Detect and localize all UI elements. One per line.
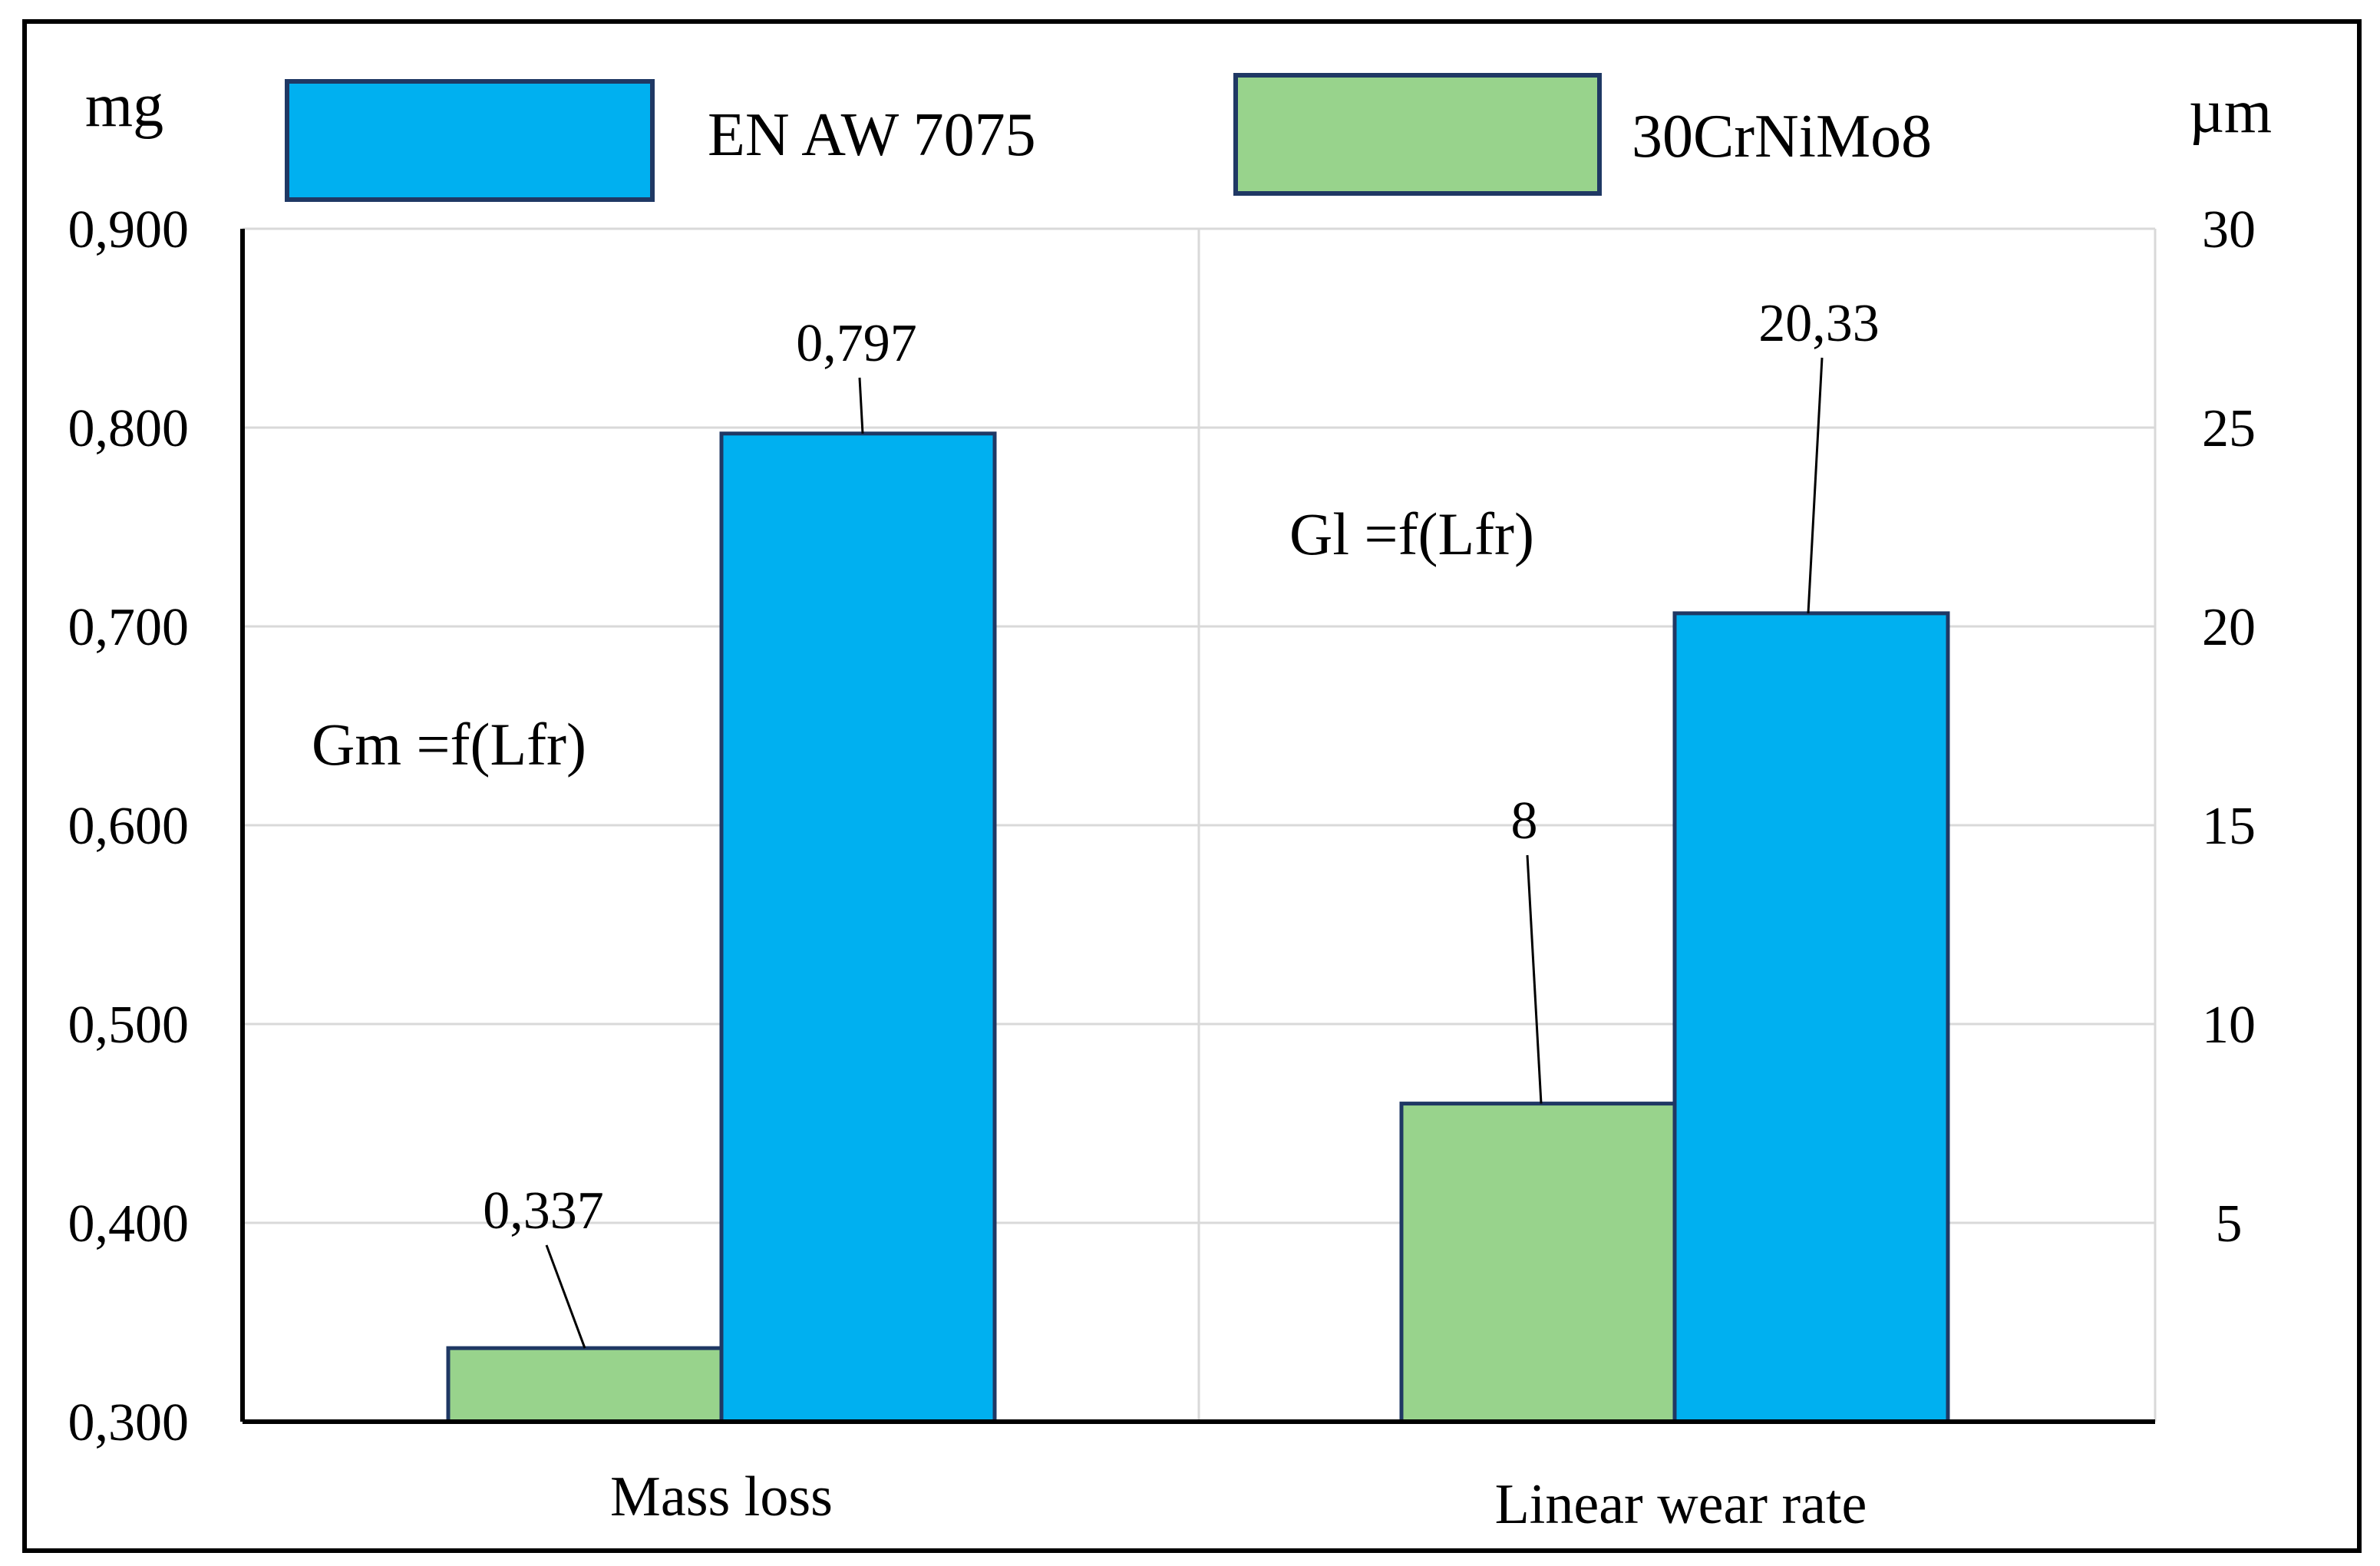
left-tick-label: 0,800 — [68, 399, 190, 458]
left-tick-label: 0,300 — [68, 1393, 190, 1452]
bar-en-aw-7075-linear-wear-rate — [1672, 611, 1950, 1424]
right-tick-label: 15 — [2202, 797, 2256, 856]
left-tick-label: 0,700 — [68, 598, 190, 657]
bar-30crnimo8-linear-wear-rate — [1399, 1102, 1677, 1424]
category-label-linear-wear-rate: Linear wear rate — [1495, 1473, 1867, 1536]
legend-label-en-aw-7075: EN AW 7075 — [708, 101, 1036, 169]
data-label-leader — [545, 1244, 586, 1349]
legend: EN AW 7075 30CrNiMo8 — [285, 73, 1932, 202]
formula-linear-wear: Gl =f(Lfr) — [1289, 501, 1534, 567]
category-label-mass-loss: Mass loss — [610, 1465, 833, 1528]
data-label-leader — [1526, 854, 1543, 1104]
data-label: 0,337 — [483, 1181, 604, 1241]
right-tick-label: 5 — [2216, 1194, 2243, 1254]
right-tick-label: 10 — [2202, 996, 2256, 1055]
left-tick-label: 0,600 — [68, 797, 190, 856]
right-tick-label: 30 — [2202, 200, 2256, 259]
grid — [243, 227, 2157, 1422]
ticks: 0,300 0,400 0,500 0,600 0,700 0,800 0,900 5 10 15… — [68, 200, 2256, 1452]
left-tick-label: 0,500 — [68, 996, 190, 1055]
left-tick-label: 0,400 — [68, 1194, 190, 1254]
legend-label-30crnimo8: 30CrNiMo8 — [1632, 103, 1932, 170]
legend-swatch-30crnimo8 — [1233, 73, 1602, 196]
data-label: 20,33 — [1758, 294, 1880, 353]
data-label-leader — [858, 377, 864, 434]
left-tick-label: 0,900 — [68, 200, 190, 259]
right-tick-label: 25 — [2202, 399, 2256, 458]
data-label: 0,797 — [796, 314, 917, 373]
data-label-leader — [1807, 357, 1824, 613]
right-axis-unit: µm — [2189, 78, 2272, 146]
bars — [446, 431, 1950, 1424]
right-tick-label: 20 — [2202, 598, 2256, 657]
legend-swatch-en-aw-7075 — [285, 79, 655, 202]
left-axis-unit: mg — [85, 72, 163, 140]
bar-en-aw-7075-mass-loss — [719, 431, 997, 1424]
bar-30crnimo8-mass-loss — [446, 1346, 724, 1424]
formula-mass-loss: Gm =f(Lfr) — [312, 711, 586, 778]
data-label: 8 — [1511, 791, 1538, 851]
chart-frame — [22, 19, 2362, 1553]
data-labels: 0,337 0,797 8 20,33 — [483, 294, 1880, 1349]
